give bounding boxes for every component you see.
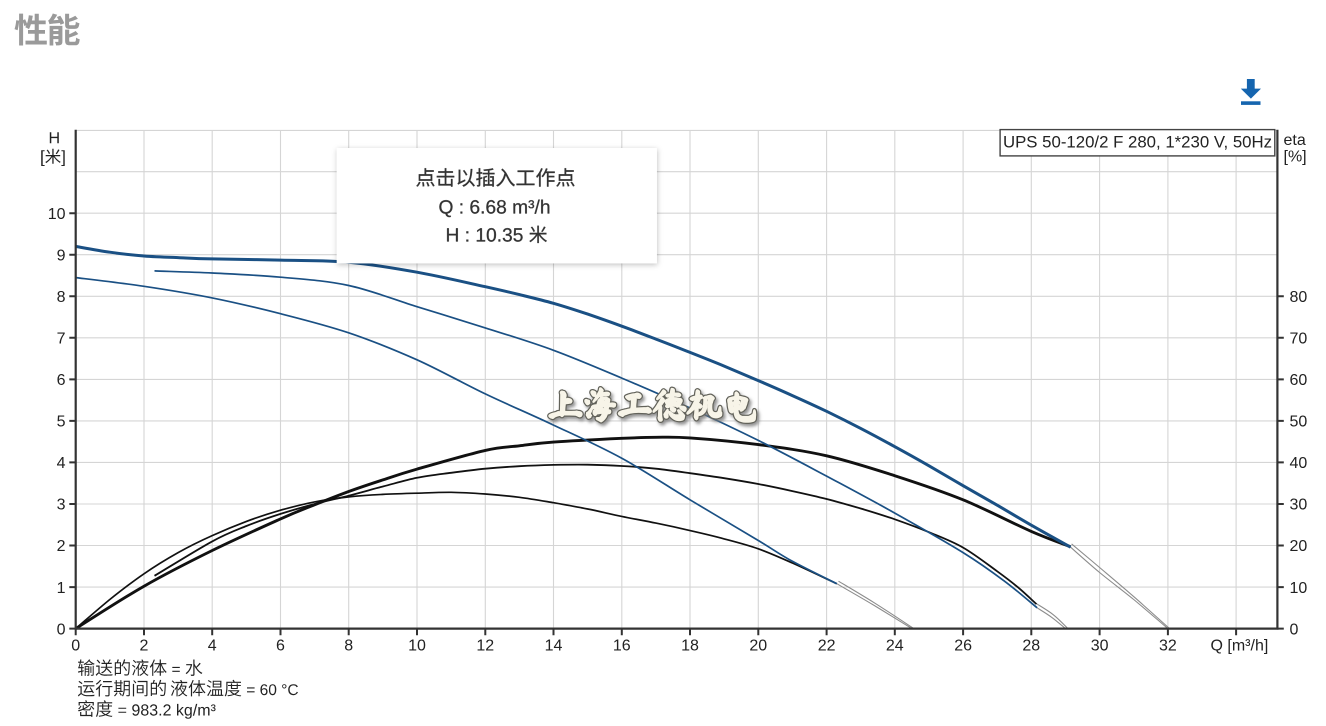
- svg-text:10: 10: [1290, 580, 1308, 597]
- svg-text:24: 24: [886, 638, 904, 655]
- svg-text:0: 0: [1290, 621, 1299, 638]
- svg-text:50: 50: [1290, 414, 1308, 431]
- svg-text:UPS 50-120/2 F 280, 1*230 V, 5: UPS 50-120/2 F 280, 1*230 V, 50Hz: [1003, 133, 1272, 152]
- svg-text:0: 0: [57, 621, 66, 638]
- svg-text:[%]: [%]: [1284, 149, 1307, 166]
- svg-text:16: 16: [613, 638, 631, 655]
- svg-text:9: 9: [57, 247, 66, 264]
- svg-text:18: 18: [681, 638, 699, 655]
- svg-text:70: 70: [1290, 331, 1308, 348]
- svg-text:40: 40: [1290, 455, 1308, 472]
- svg-text:20: 20: [1290, 538, 1308, 555]
- svg-text:32: 32: [1159, 638, 1177, 655]
- svg-text:10: 10: [408, 638, 426, 655]
- svg-text:30: 30: [1290, 497, 1308, 514]
- svg-text:30: 30: [1091, 638, 1109, 655]
- svg-text:2: 2: [140, 638, 149, 655]
- svg-text:60: 60: [1290, 372, 1308, 389]
- svg-text:eta: eta: [1284, 132, 1306, 149]
- svg-text:4: 4: [57, 455, 66, 472]
- svg-text:3: 3: [57, 497, 66, 514]
- svg-text:28: 28: [1022, 638, 1040, 655]
- svg-text:7: 7: [57, 331, 66, 348]
- svg-text:0: 0: [71, 638, 80, 655]
- svg-text:2: 2: [57, 538, 66, 555]
- svg-text:8: 8: [344, 638, 353, 655]
- svg-text:Q [m³/h]: Q [m³/h]: [1211, 638, 1269, 655]
- svg-text:20: 20: [749, 638, 767, 655]
- svg-text:14: 14: [545, 638, 563, 655]
- svg-text:22: 22: [818, 638, 836, 655]
- svg-text:80: 80: [1290, 289, 1308, 306]
- svg-text:6: 6: [276, 638, 285, 655]
- svg-text:5: 5: [57, 414, 66, 431]
- svg-text:26: 26: [954, 638, 972, 655]
- svg-text:4: 4: [208, 638, 217, 655]
- svg-text:12: 12: [476, 638, 494, 655]
- svg-text:10: 10: [48, 206, 66, 223]
- svg-text:8: 8: [57, 289, 66, 306]
- svg-text:1: 1: [57, 580, 66, 597]
- svg-text:6: 6: [57, 372, 66, 389]
